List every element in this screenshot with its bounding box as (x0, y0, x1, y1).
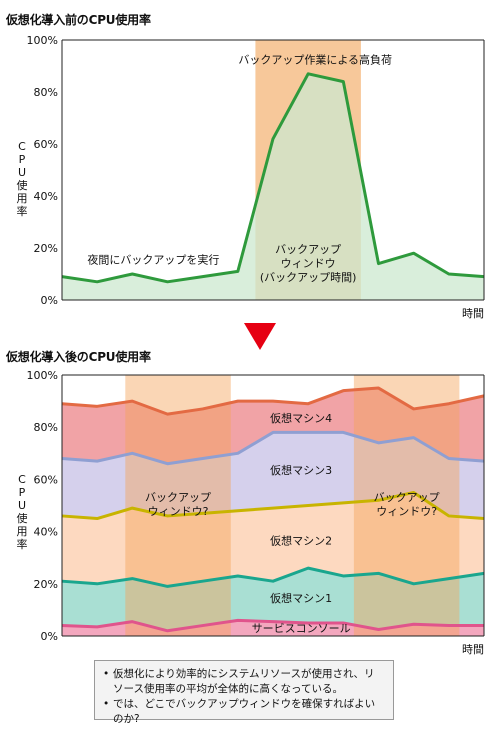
series-region (62, 388, 484, 464)
cpu-line (61, 72, 485, 284)
x-axis-label: 時間 (462, 307, 484, 320)
y-axis-label: 率 (17, 204, 28, 218)
backup-window-label: (バックアップ時間) (260, 271, 357, 284)
y-axis-label: 用 (17, 192, 28, 205)
y-tick-label: 40% (34, 190, 58, 203)
backup-window-label: バックアップ (145, 491, 211, 504)
series-line (61, 618, 484, 633)
y-tick-label: 0% (41, 294, 58, 307)
series-line (61, 566, 485, 588)
series-region (62, 432, 484, 519)
series-label: 仮想マシン3 (270, 463, 332, 477)
y-tick-label: 20% (34, 578, 58, 591)
y-axis-label: 用 (17, 525, 28, 538)
backup-window-label: ウィンドウ (281, 257, 336, 270)
y-axis-label: U (18, 166, 26, 179)
y-axis-label: P (19, 153, 26, 166)
y-tick-label: 40% (34, 526, 58, 539)
y-axis-label: C (18, 140, 26, 153)
y-tick-label: 60% (34, 138, 58, 151)
note-item: 仮想化により効率的にシステムリソースが使用され、リソース使用率の平均が全体的に高… (103, 667, 385, 697)
backup-window-label: ウィンドウ? (148, 505, 209, 518)
annotation-label: 夜間にバックアップを実行 (87, 253, 219, 267)
series-label: サービスコンソール (252, 622, 351, 635)
y-axis-label: 使 (17, 512, 28, 525)
y-axis-label: C (18, 473, 26, 486)
backup-window-label: バックアップ (374, 491, 440, 504)
chart-title-before: 仮想化導入前のCPU使用率 (6, 13, 151, 27)
y-tick-label: 80% (34, 421, 58, 434)
series-label: 仮想マシン2 (270, 534, 332, 548)
y-tick-label: 100% (27, 34, 58, 47)
backup-window-band (125, 375, 231, 636)
y-axis-label: 使 (17, 179, 28, 192)
y-tick-label: 20% (34, 242, 58, 255)
series-line (61, 430, 485, 466)
chart-title-after: 仮想化導入後のCPU使用率 (6, 350, 151, 364)
note-box: 仮想化により効率的にシステムリソースが使用され、リソース使用率の平均が全体的に高… (94, 660, 394, 725)
backup-window-label: ウィンドウ? (376, 505, 437, 518)
y-tick-label: 0% (41, 630, 58, 643)
y-axis-label: P (19, 486, 26, 499)
y-tick-label: 60% (34, 473, 58, 486)
annotation-label: バックアップ作業による高負荷 (238, 52, 392, 66)
charts-canvas: 0%20%40%60%80%100%時間CPU使用率バックアップ作業による高負荷… (17, 34, 485, 656)
series-line (61, 490, 485, 521)
series-region (62, 568, 484, 631)
series-line (61, 386, 485, 416)
x-axis-label: 時間 (462, 643, 484, 656)
cpu-area (62, 73, 484, 300)
y-axis-label: 率 (17, 537, 28, 551)
series-label: 仮想マシン4 (270, 411, 332, 425)
y-tick-label: 100% (27, 369, 58, 382)
y-tick-label: 80% (34, 86, 58, 99)
y-axis-label: U (18, 499, 26, 512)
backup-window-band (353, 375, 460, 636)
note-item: では、どこでバックアップウィンドウを確保すればよいのか? (103, 697, 385, 727)
series-label: 仮想マシン1 (270, 591, 332, 605)
backup-window-label: バックアップ (275, 243, 341, 256)
